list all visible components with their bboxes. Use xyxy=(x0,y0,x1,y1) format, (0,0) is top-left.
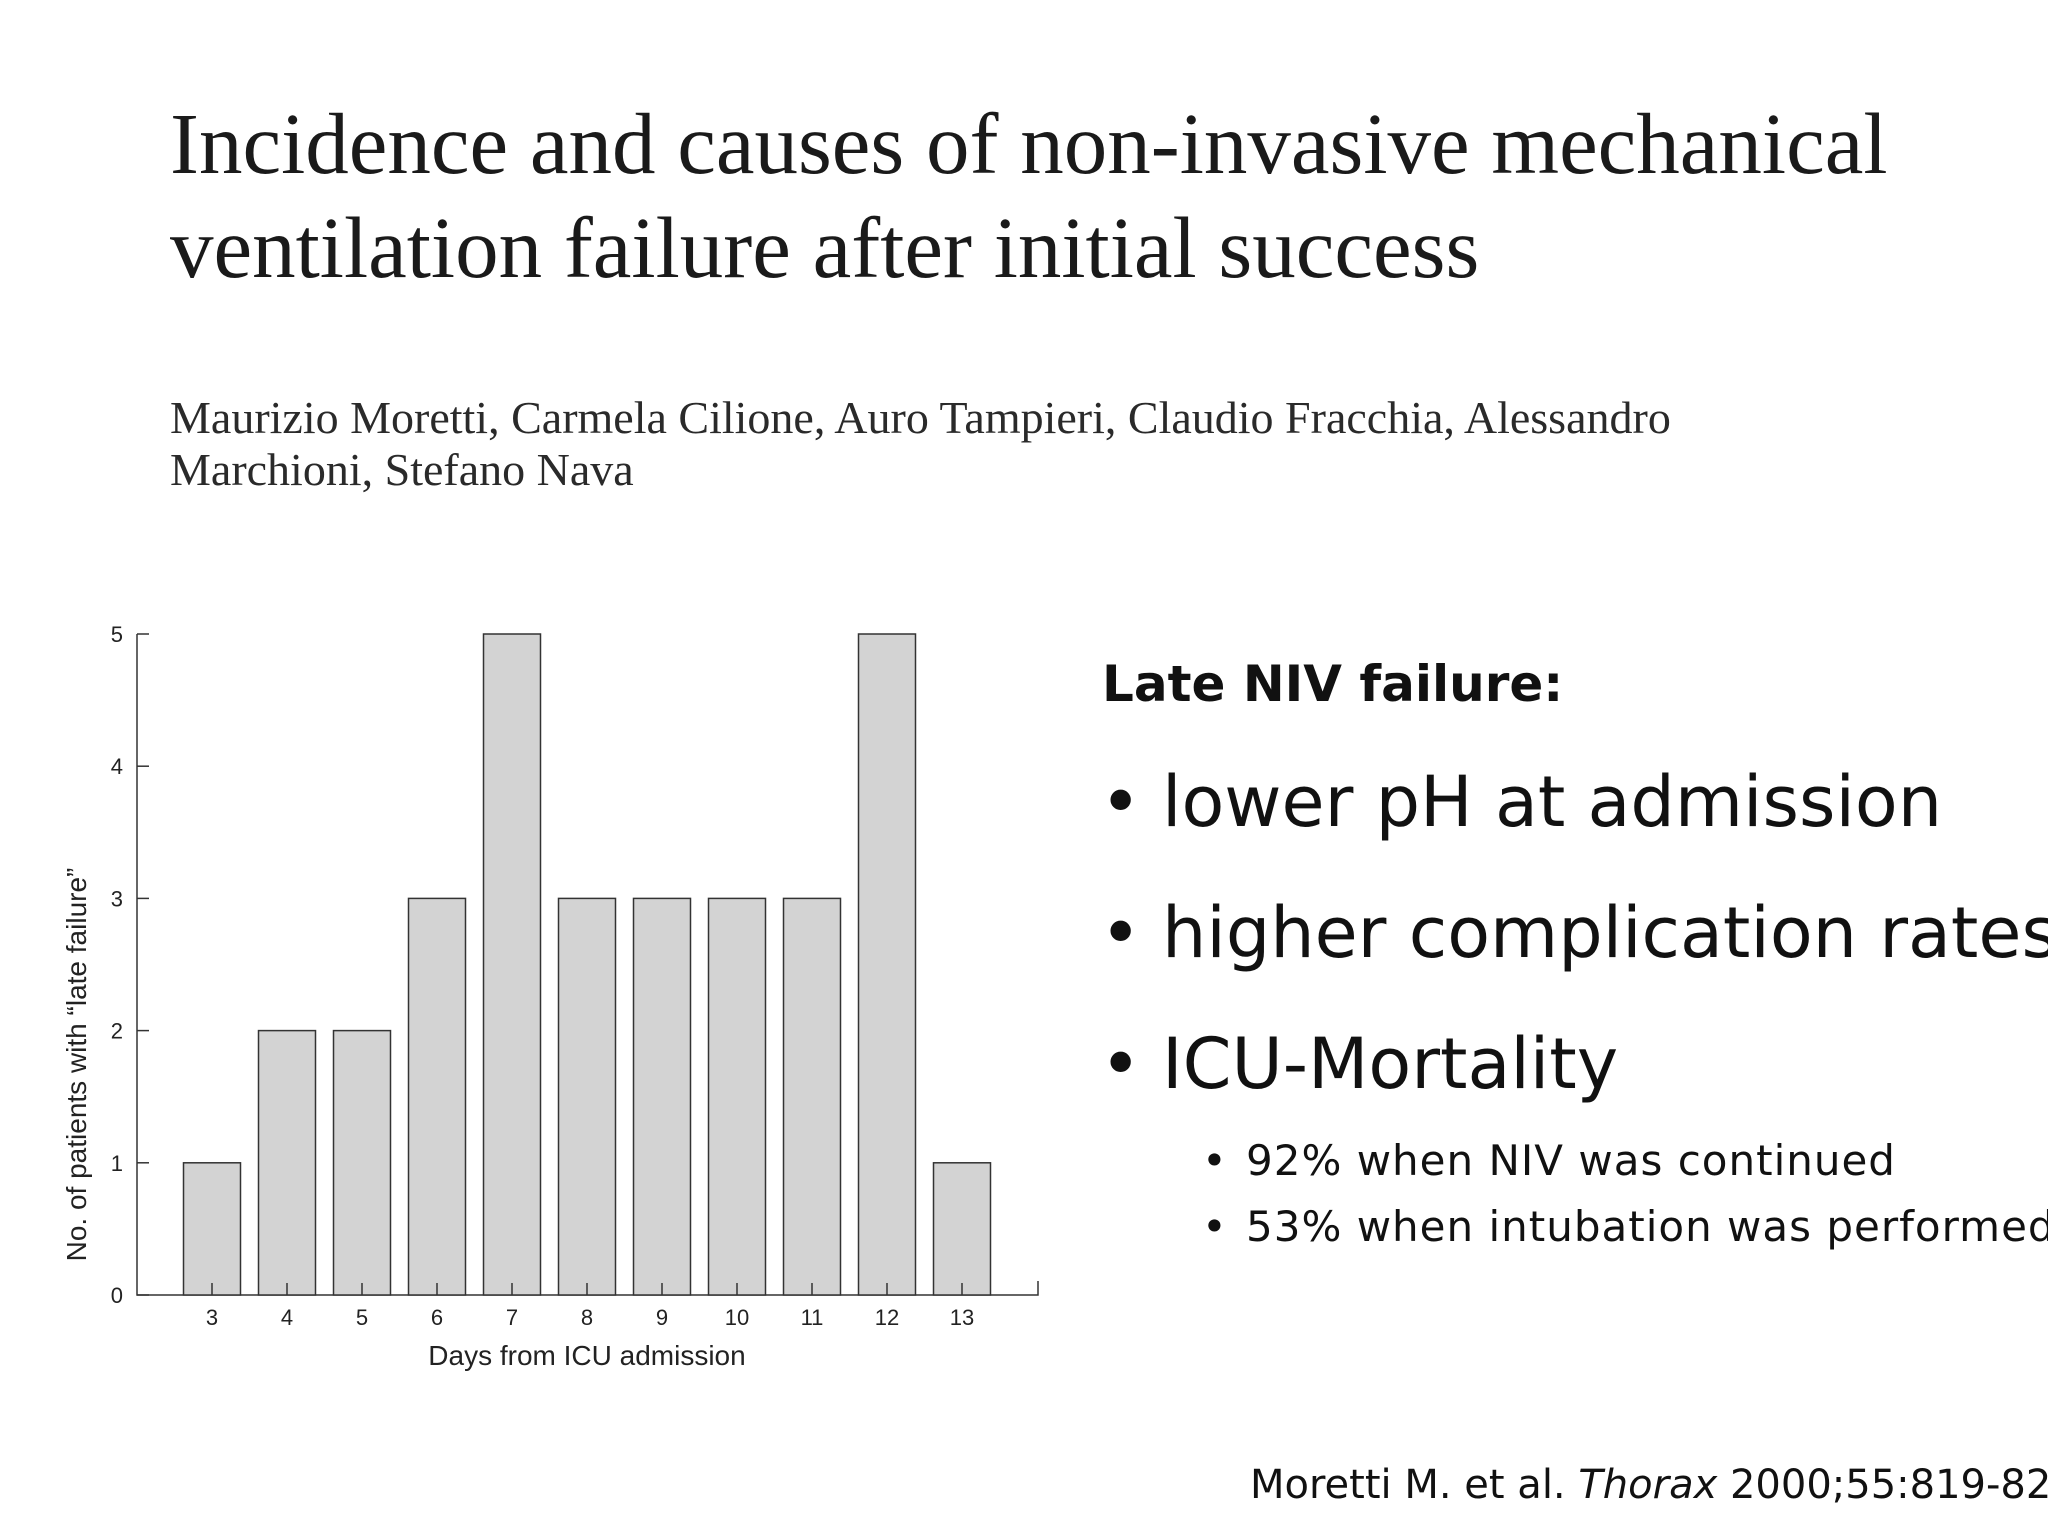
x-axis-label: Days from ICU admission xyxy=(428,1340,745,1371)
x-tick-label: 13 xyxy=(950,1305,974,1330)
bar xyxy=(182,1162,242,1296)
bar xyxy=(632,897,692,1296)
y-tick-label: 2 xyxy=(111,1019,123,1044)
x-tick-label: 8 xyxy=(581,1305,593,1330)
x-tick-label: 9 xyxy=(656,1305,668,1330)
bullet-item-complication-rates: higher complication rates xyxy=(1100,891,2048,975)
bar xyxy=(407,897,467,1296)
bar xyxy=(782,897,842,1296)
y-tick-label: 0 xyxy=(111,1283,123,1308)
y-tick-label: 4 xyxy=(111,754,123,779)
bar xyxy=(707,897,767,1296)
y-tick-label: 5 xyxy=(111,622,123,647)
x-tick-label: 6 xyxy=(431,1305,443,1330)
sub-bullet-list: 92% when NIV was continued 53% when intu… xyxy=(1202,1128,2048,1260)
bars-group xyxy=(182,633,992,1296)
x-tick-label: 3 xyxy=(206,1305,218,1330)
x-tick-label: 7 xyxy=(506,1305,518,1330)
bar xyxy=(932,1162,992,1296)
bar xyxy=(257,1029,317,1296)
bullet-item-icu-mortality: ICU-Mortality xyxy=(1100,1022,2048,1106)
x-tick-label: 12 xyxy=(875,1305,899,1330)
bar xyxy=(332,1029,392,1296)
author-list: Maurizio Moretti, Carmela Cilione, Auro … xyxy=(170,392,2020,496)
x-tick-label: 11 xyxy=(801,1305,824,1330)
x-tick-label: 10 xyxy=(725,1305,749,1330)
sub-bullet-intubation: 53% when intubation was performed xyxy=(1202,1194,2048,1260)
y-tick-label: 1 xyxy=(111,1151,123,1176)
bar-chart: 0 1 2 3 4 5 3 4 5 6 7 8 9 10 11 12 13 Days from ICU admi… xyxy=(50,610,1050,1400)
y-tick-label: 3 xyxy=(111,886,123,911)
y-axis-label: No. of patients with “late failure” xyxy=(61,868,92,1262)
slide-title: Incidence and causes of non-invasive mec… xyxy=(170,92,2020,300)
authors-line-2: Marchioni, Stefano Nava xyxy=(170,444,634,495)
bar xyxy=(557,897,617,1296)
sub-bullet-niv-continued: 92% when NIV was continued xyxy=(1202,1128,2048,1194)
bar xyxy=(857,633,917,1296)
citation: Moretti M. et al. Thorax 2000;55:819-825 xyxy=(1250,1462,2048,1508)
citation-authors: Moretti M. et al. xyxy=(1250,1462,1579,1508)
x-tick-label: 4 xyxy=(281,1305,293,1330)
authors-line-1: Maurizio Moretti, Carmela Cilione, Auro … xyxy=(170,392,1671,443)
title-line-2: ventilation failure after initial succes… xyxy=(170,199,1480,296)
bullet-item-lower-ph: lower pH at admission xyxy=(1100,760,2048,844)
citation-reference: 2000;55:819-825 xyxy=(1717,1462,2048,1508)
citation-journal: Thorax xyxy=(1578,1462,1718,1508)
bullet-list: lower pH at admission higher complicatio… xyxy=(1100,760,2048,1153)
section-heading: Late NIV failure: xyxy=(1102,655,1564,713)
bar xyxy=(482,633,542,1296)
x-tick-label: 5 xyxy=(356,1305,368,1330)
title-line-1: Incidence and causes of non-invasive mec… xyxy=(170,95,1888,192)
